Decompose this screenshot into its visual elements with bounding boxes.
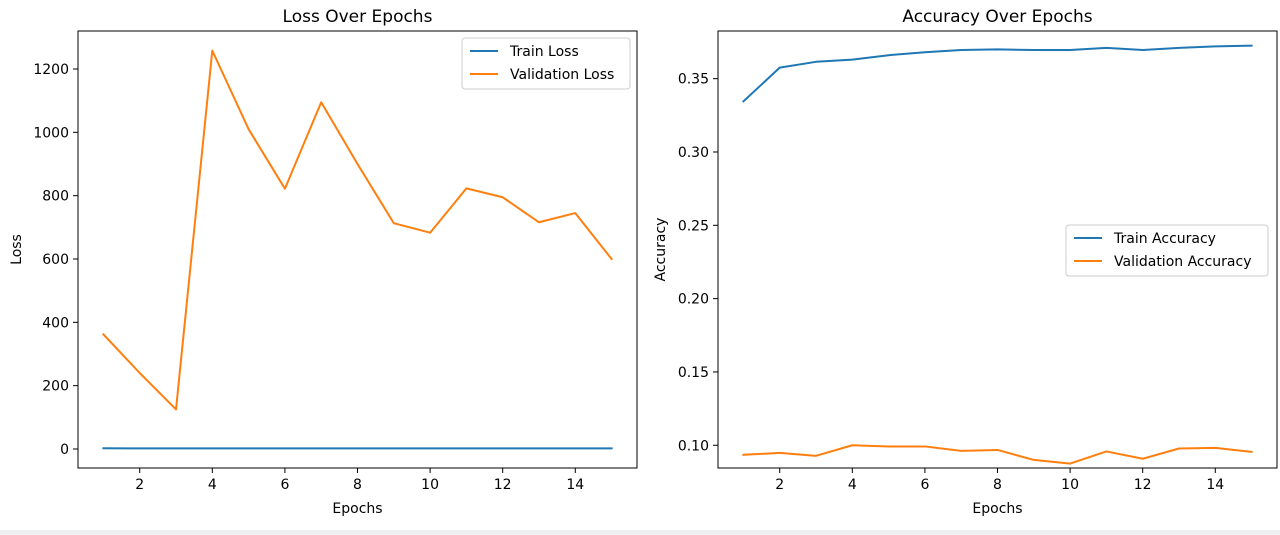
legend-label: Validation Accuracy (1114, 254, 1252, 270)
y-tick-label: 0.15 (678, 365, 709, 381)
x-axis-label: Epochs (972, 501, 1022, 517)
y-tick-label: 200 (42, 379, 69, 395)
legend: Train Accuracy Validation Accuracy (1065, 224, 1269, 277)
x-axis-label: Epochs (332, 501, 382, 517)
y-tick-label: 1200 (33, 62, 69, 78)
accuracy-chart: Accuracy Over Epochs 2 4 6 8 10 12 14 0.10 0.15 0.… (653, 7, 1278, 517)
x-tick-label: 12 (494, 477, 512, 493)
chart-title: Accuracy Over Epochs (902, 7, 1092, 27)
series-line-validation (101, 49, 613, 411)
series-line-train (741, 44, 1253, 103)
y-tick-label: 600 (42, 252, 69, 268)
legend: Train Loss Validation Loss (461, 37, 631, 90)
x-tick-label: 12 (1134, 477, 1152, 493)
x-tick-label: 14 (566, 477, 584, 493)
x-tick-label: 4 (848, 477, 857, 493)
y-tick-label: 0.10 (678, 438, 709, 454)
y-tick-label: 800 (42, 189, 69, 205)
y-tick-label: 0 (60, 442, 69, 458)
x-tick-label: 8 (993, 477, 1002, 493)
legend-label: Train Accuracy (1113, 231, 1216, 247)
x-tick-label: 2 (135, 477, 144, 493)
y-tick-label: 0.30 (678, 145, 709, 161)
y-tick-label: 400 (42, 315, 69, 331)
y-tick-label: 0.25 (678, 218, 709, 234)
x-tick-label: 10 (421, 477, 439, 493)
x-tick-label: 10 (1061, 477, 1079, 493)
x-tick-label: 8 (353, 477, 362, 493)
series-line-validation (742, 444, 1253, 465)
y-tick-label: 0.20 (678, 292, 709, 308)
legend-box (1065, 224, 1269, 277)
y-axis-label: Loss (9, 234, 25, 265)
loss-chart: Loss Over Epochs 2 4 6 8 10 12 14 0 200 400 600 800 1… (9, 7, 638, 517)
bottom-band (0, 530, 1280, 535)
legend-box (461, 37, 631, 90)
x-tick-label: 4 (208, 477, 217, 493)
x-tick-label: 14 (1206, 477, 1224, 493)
legend-label: Train Loss (509, 44, 579, 60)
y-axis-label: Accuracy (653, 218, 669, 282)
y-tick-label: 1000 (33, 125, 69, 141)
x-tick-label: 6 (280, 477, 289, 493)
plot-frame (77, 30, 638, 469)
x-tick-label: 6 (920, 477, 929, 493)
x-tick-label: 2 (775, 477, 784, 493)
y-tick-label: 0.35 (678, 72, 709, 88)
chart-title: Loss Over Epochs (283, 7, 433, 27)
legend-label: Validation Loss (510, 67, 614, 83)
